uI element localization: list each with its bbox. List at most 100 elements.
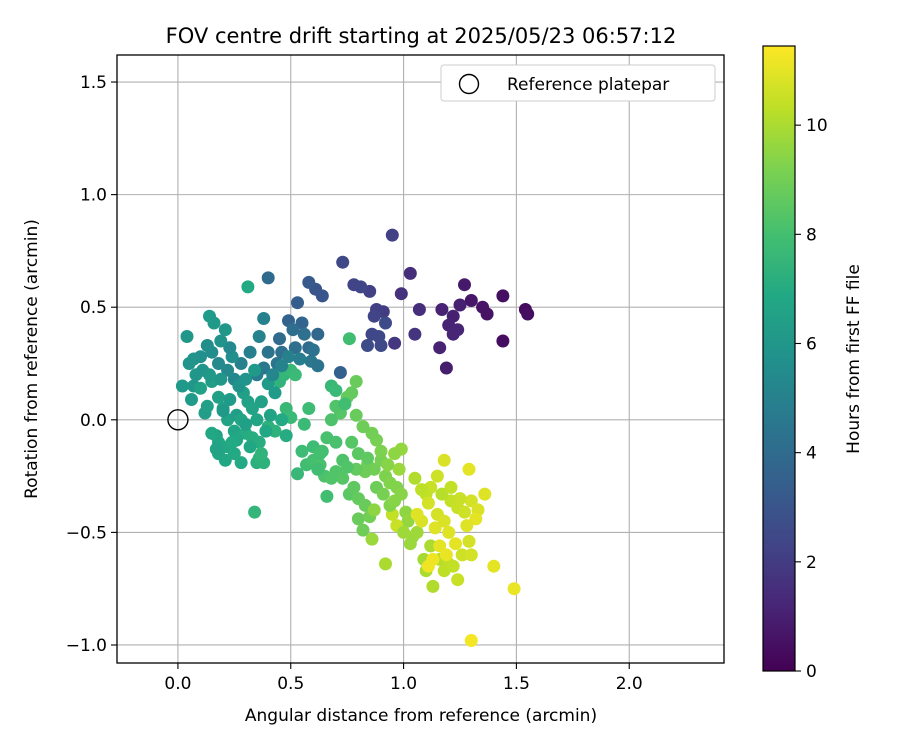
data-point <box>496 334 510 348</box>
x-tick-label: 0.0 <box>164 674 191 694</box>
y-axis-label: Rotation from reference (arcmin) <box>22 219 42 499</box>
data-point <box>275 359 289 373</box>
data-point <box>345 435 359 449</box>
chart-title: FOV centre drift starting at 2025/05/23 … <box>166 24 677 48</box>
data-point <box>385 228 399 242</box>
data-point <box>297 327 311 341</box>
data-point <box>313 447 327 461</box>
data-point <box>433 539 447 553</box>
data-point <box>376 487 390 501</box>
data-point <box>185 393 198 406</box>
data-point <box>248 505 262 519</box>
data-point <box>324 413 338 427</box>
colorbar: 0 2 4 6 8 10 Hours from first FF file <box>762 45 864 682</box>
x-tick-label: 1.0 <box>390 674 417 694</box>
data-point <box>243 440 257 454</box>
data-point <box>216 404 230 418</box>
data-point <box>464 294 478 307</box>
data-point <box>442 525 456 539</box>
data-point <box>311 359 325 373</box>
data-point <box>462 462 476 476</box>
data-point <box>243 345 257 359</box>
data-point <box>356 523 370 537</box>
data-point <box>336 471 350 485</box>
y-tick-label: 1.5 <box>80 73 107 93</box>
data-point <box>209 442 223 456</box>
data-point <box>248 363 262 377</box>
data-point <box>205 426 219 440</box>
colorbar-label: Hours from first FF file <box>844 264 864 454</box>
data-point <box>435 487 449 501</box>
data-point <box>403 266 417 280</box>
data-point <box>295 316 309 330</box>
data-point <box>288 368 302 382</box>
reference-layer <box>167 409 189 431</box>
data-point <box>361 451 374 465</box>
data-point <box>212 357 225 370</box>
data-point <box>426 579 440 593</box>
data-point <box>365 532 379 546</box>
data-point <box>480 307 494 321</box>
data-point <box>464 634 478 647</box>
data-point <box>374 339 388 352</box>
data-point <box>478 487 492 501</box>
data-point <box>437 453 451 467</box>
data-point <box>259 424 273 438</box>
data-point <box>424 539 438 553</box>
data-point <box>433 341 447 355</box>
data-point <box>464 548 478 562</box>
data-point <box>379 316 392 330</box>
data-points <box>175 228 535 647</box>
data-point <box>302 402 316 415</box>
data-point <box>203 368 216 382</box>
data-point <box>261 271 275 285</box>
data-point <box>225 435 239 449</box>
data-point <box>403 537 417 551</box>
data-point <box>464 494 478 508</box>
y-tick-label: −0.5 <box>66 523 107 543</box>
data-point <box>469 512 483 526</box>
data-point <box>374 444 388 458</box>
data-point <box>410 507 424 521</box>
data-point <box>345 386 359 400</box>
data-point <box>203 309 216 323</box>
data-point <box>333 366 347 379</box>
data-point <box>279 429 293 443</box>
data-point <box>458 505 471 519</box>
data-point <box>392 462 406 476</box>
y-tick-label: 0.5 <box>80 298 107 318</box>
data-point <box>257 312 271 325</box>
data-point <box>428 521 442 535</box>
data-point <box>439 548 453 562</box>
data-point <box>487 559 501 573</box>
data-point <box>268 386 282 400</box>
colorbar-tick-label: 8 <box>806 225 817 245</box>
data-point <box>460 519 474 533</box>
colorbar-tick-label: 0 <box>806 662 817 682</box>
data-point <box>367 309 381 323</box>
data-point <box>275 413 289 427</box>
data-point <box>239 417 253 431</box>
data-point <box>194 381 207 395</box>
data-point <box>496 289 510 303</box>
colorbar-ticks: 0 2 4 6 8 10 <box>795 116 828 682</box>
data-point <box>273 332 286 346</box>
data-point <box>365 426 379 440</box>
data-point <box>349 375 363 388</box>
data-point <box>180 330 194 343</box>
data-point <box>394 287 408 301</box>
data-point <box>302 275 316 289</box>
x-ticks: 0.0 0.5 1.0 1.5 2.0 <box>164 663 643 694</box>
data-point <box>338 397 352 411</box>
data-point <box>227 447 241 461</box>
data-point <box>306 343 320 357</box>
data-point <box>462 534 476 548</box>
data-point <box>401 514 415 528</box>
data-point <box>430 469 444 483</box>
data-point <box>415 483 429 497</box>
data-point <box>437 514 451 528</box>
data-point <box>453 298 467 312</box>
data-point <box>521 307 535 321</box>
